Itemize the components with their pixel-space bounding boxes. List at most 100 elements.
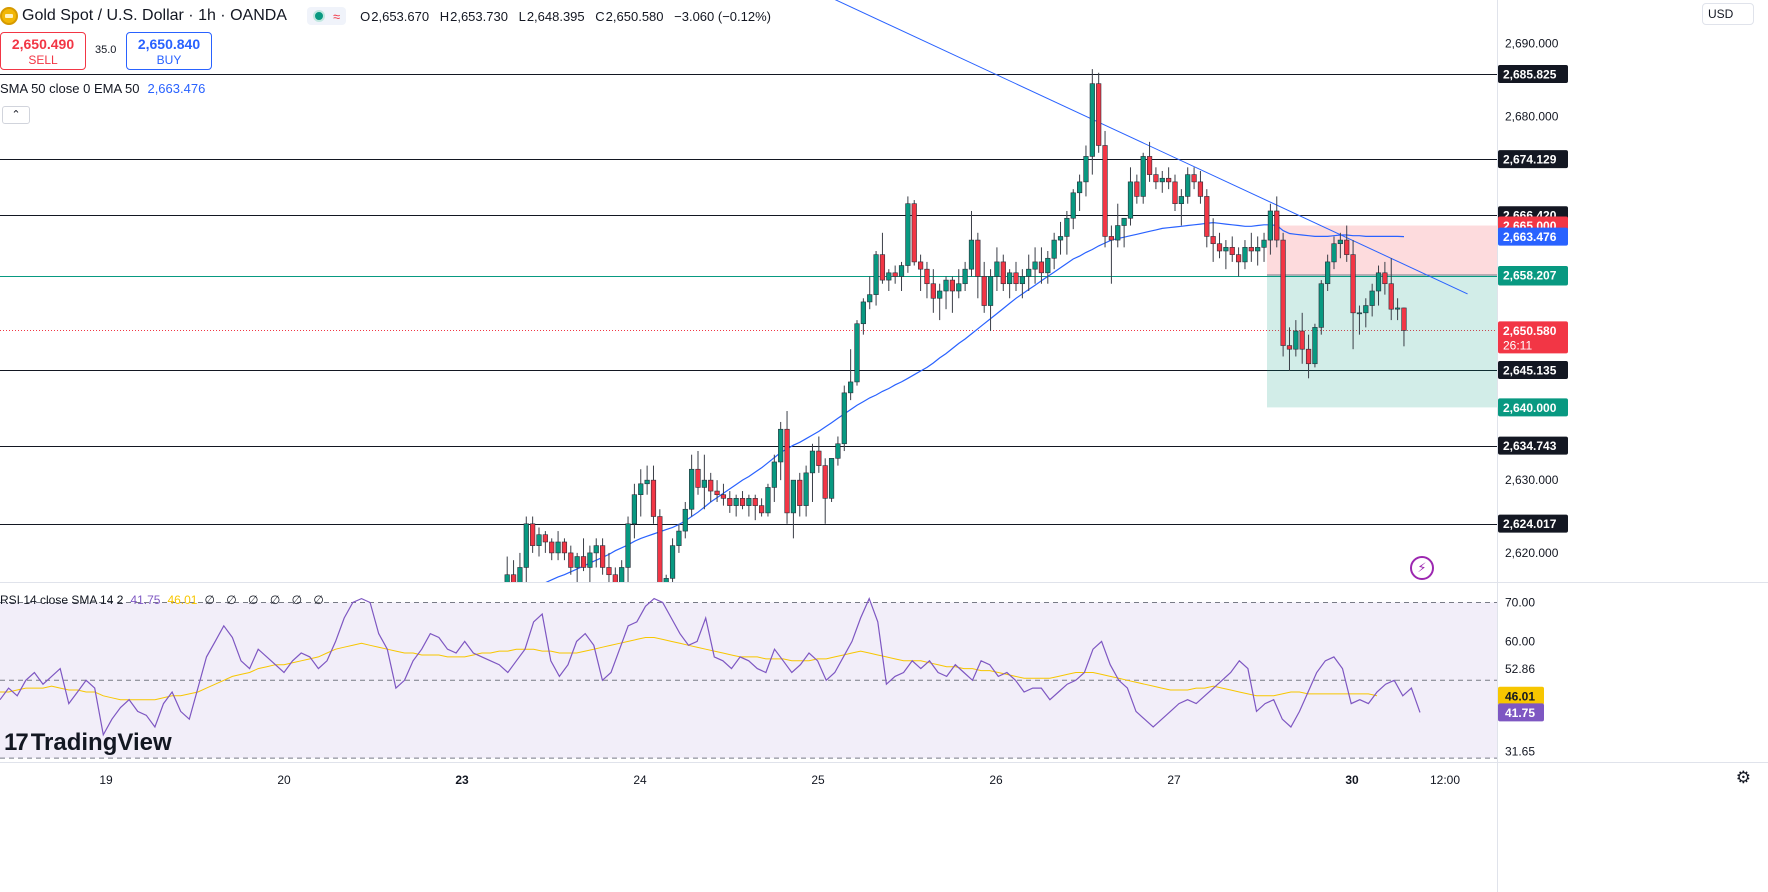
level-badge: 2,674.129: [1498, 150, 1568, 169]
candle: [1064, 210, 1070, 255]
buy-button[interactable]: 2,650.840 BUY: [126, 32, 212, 70]
candle: [1077, 174, 1083, 211]
candle: [549, 538, 555, 561]
ema-badge-text: 2,663.476: [1503, 230, 1557, 244]
candle: [797, 472, 803, 517]
candle-body: [867, 294, 873, 303]
level-badge-bg: [1498, 65, 1568, 84]
collapse-legend-button[interactable]: ⌃: [2, 106, 30, 124]
indicator-label: SMA 50 close 0 EMA 50: [0, 80, 140, 96]
candle: [1242, 240, 1248, 270]
candle-body: [1401, 307, 1407, 331]
candle-body: [905, 203, 911, 266]
level-badge-text: 2,624.017: [1503, 517, 1557, 531]
currency-selector[interactable]: USD: [1702, 3, 1754, 25]
price-tick-label: 2,630.000: [1505, 473, 1559, 487]
candle: [1267, 203, 1273, 255]
candle: [1293, 320, 1299, 357]
candle-body: [1388, 283, 1394, 310]
position-tool[interactable]: [1267, 225, 1497, 408]
candle: [587, 545, 593, 582]
candle-body: [873, 254, 879, 295]
candle-body: [1115, 225, 1121, 241]
level-badge: 2,624.017: [1498, 514, 1568, 533]
time-axis[interactable]: 19 20 23 24 25 26 27 30 12:00: [99, 773, 1460, 787]
gear-icon[interactable]: ⚙: [1735, 768, 1751, 787]
candle-body: [530, 523, 536, 546]
chevron-up-icon: ⌃: [11, 109, 21, 121]
ema-badge-bg: [1498, 227, 1568, 246]
candle-body: [758, 505, 765, 514]
lightning-icon[interactable]: ⚡: [1410, 556, 1434, 580]
buy-label: BUY: [156, 53, 182, 67]
candle: [1083, 145, 1089, 197]
rsi-legend[interactable]: RSI 14 close SMA 14 2 41.75 46.01 ∅ ∅ ∅ …: [0, 592, 328, 608]
candle-body: [1337, 239, 1343, 245]
rsi-badge: 41.75: [1505, 706, 1535, 720]
candle: [1013, 261, 1019, 291]
candle-body: [975, 239, 981, 277]
candle-body: [1382, 272, 1388, 285]
candle-body: [644, 479, 650, 485]
candle: [689, 454, 695, 517]
ohlc-values: O2,653.670 H2,653.730 L2,648.395 C2,650.…: [360, 9, 771, 24]
candle: [517, 552, 523, 582]
high-label: H: [439, 8, 450, 24]
time-tick-label: 20: [277, 773, 291, 787]
symbol-title[interactable]: Gold Spot / U.S. Dollar · 1h · OANDA: [22, 7, 287, 24]
candle: [822, 458, 828, 524]
price-tick-label: 2,680.000: [1505, 109, 1559, 123]
symbol-legend: Gold Spot / U.S. Dollar · 1h · OANDA ≈ O…: [0, 6, 771, 26]
rsi-sma-badge: 46.01: [1505, 689, 1535, 703]
candle: [1356, 305, 1363, 335]
candle-body: [1159, 177, 1165, 183]
indicator-legend[interactable]: SMA 50 close 0 EMA 50 2,663.476: [0, 80, 205, 96]
candle: [644, 465, 650, 495]
candle-body: [771, 461, 777, 488]
candle-body: [937, 290, 943, 299]
tradingview-logo[interactable]: 17 TradingView: [4, 729, 172, 757]
candle-body: [892, 272, 898, 277]
candle-body: [682, 508, 688, 532]
candle-body: [1210, 236, 1216, 245]
candle: [1007, 269, 1013, 299]
candle: [1000, 254, 1006, 291]
candle: [1318, 280, 1324, 335]
candle-body: [879, 254, 886, 281]
candle-body: [1064, 217, 1070, 237]
sell-button[interactable]: 2,650.490 SELL: [0, 32, 86, 70]
market-status-pill[interactable]: ≈: [306, 7, 347, 25]
candle: [599, 538, 606, 575]
level-badge-bg: [1498, 514, 1568, 533]
candle-body: [765, 487, 771, 514]
candle-body: [676, 530, 682, 546]
price-axis[interactable]: 2,690.000 2,680.000 2,630.000 2,620.000 2,68…: [1498, 37, 1568, 759]
candle-body: [612, 574, 618, 582]
time-tick-label: 30: [1345, 773, 1359, 787]
wave-icon: ≈: [332, 8, 341, 24]
candle-body: [981, 276, 987, 306]
candles: [504, 69, 1407, 582]
candle: [803, 465, 809, 517]
candle: [1070, 189, 1076, 230]
candle-body: [1331, 243, 1337, 263]
candle: [1089, 69, 1095, 175]
candle: [530, 516, 536, 553]
candle-body: [828, 458, 835, 499]
candle-body: [625, 523, 631, 568]
candle-body: [1185, 174, 1191, 197]
stop-loss-zone: [1267, 225, 1497, 275]
candle-body: [860, 301, 866, 325]
candle: [848, 349, 854, 401]
trendline[interactable]: [812, 0, 1468, 295]
gold-symbol-icon: [0, 7, 18, 25]
candle: [841, 385, 847, 452]
candle-body: [1140, 156, 1146, 197]
candle-body: [561, 541, 568, 554]
candle-body: [631, 494, 637, 525]
candle-body: [510, 574, 517, 582]
candle-body: [708, 479, 714, 492]
candle: [905, 196, 911, 273]
candle: [1395, 298, 1401, 321]
